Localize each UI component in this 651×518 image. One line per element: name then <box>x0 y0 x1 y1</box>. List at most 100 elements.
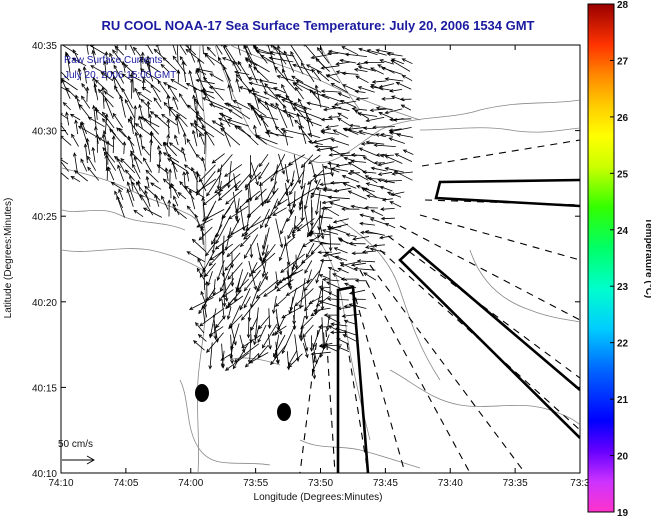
current-arrow <box>330 180 350 185</box>
current-arrow <box>217 180 241 201</box>
current-vectors <box>61 45 414 380</box>
current-arrow <box>298 190 304 207</box>
current-arrow <box>161 195 169 210</box>
y-tick-label: 40:25 <box>32 212 57 223</box>
current-arrow <box>364 205 378 210</box>
current-arrow <box>186 138 197 155</box>
current-arrow <box>303 335 309 352</box>
current-arrow <box>134 131 142 156</box>
current-arrow <box>237 45 241 56</box>
current-arrow <box>251 252 276 274</box>
current-arrow <box>303 179 312 210</box>
current-arrow <box>161 113 178 126</box>
current-arrow <box>358 130 376 136</box>
current-arrow <box>320 117 333 122</box>
current-arrow <box>220 127 241 146</box>
current-arrow <box>223 45 242 72</box>
current-arrow <box>325 281 341 289</box>
current-arrow <box>355 97 369 101</box>
y-tick-label: 40:30 <box>32 127 57 138</box>
current-arrow <box>384 77 404 82</box>
current-arrow <box>289 169 305 196</box>
current-arrow <box>283 104 289 118</box>
current-arrow <box>320 89 342 94</box>
current-arrow <box>221 244 226 278</box>
current-arrow <box>144 185 161 201</box>
current-arrow <box>140 51 145 64</box>
current-arrow <box>73 170 88 182</box>
current-arrow <box>104 97 114 119</box>
current-arrow <box>244 171 262 188</box>
current-arrow <box>277 179 295 206</box>
current-arrow <box>214 235 233 250</box>
current-arrow <box>158 150 163 174</box>
current-arrow <box>124 98 135 119</box>
current-arrow <box>195 78 215 85</box>
x-tick-label: 74:00 <box>178 478 203 489</box>
current-arrow <box>373 161 385 165</box>
current-arrow <box>235 278 249 293</box>
current-arrow <box>220 353 232 361</box>
current-arrow <box>310 351 331 356</box>
current-arrow <box>103 90 114 99</box>
current-arrow <box>258 315 271 330</box>
current-arrow <box>129 115 134 135</box>
current-arrow <box>311 68 322 82</box>
current-arrow <box>94 79 108 92</box>
current-arrow <box>270 45 285 55</box>
current-arrow <box>375 153 388 157</box>
current-arrow <box>129 150 143 164</box>
current-arrow <box>243 227 259 240</box>
current-arrow <box>186 251 206 263</box>
current-arrow <box>331 105 350 112</box>
current-arrow <box>364 175 378 184</box>
current-arrow <box>344 52 368 57</box>
current-arrow <box>226 118 250 127</box>
current-arrow <box>177 192 187 200</box>
current-arrow <box>302 324 314 338</box>
current-arrow <box>276 279 294 292</box>
current-arrow <box>339 58 357 64</box>
current-arrow <box>316 46 330 64</box>
current-arrow <box>154 114 171 129</box>
current-arrow <box>100 71 114 82</box>
scale-bar-arrow <box>62 455 95 465</box>
current-arrow <box>253 325 260 346</box>
current-arrow <box>337 267 349 274</box>
current-arrow <box>248 352 269 364</box>
current-arrow <box>354 278 367 283</box>
current-arrow <box>162 152 180 163</box>
current-arrow <box>290 45 303 63</box>
current-arrow <box>291 75 304 83</box>
current-arrow <box>140 98 151 110</box>
current-arrow <box>168 142 186 156</box>
current-arrow <box>332 129 349 138</box>
current-arrow <box>170 182 180 199</box>
current-arrow <box>74 119 79 135</box>
current-arrow <box>61 86 71 93</box>
current-arrow <box>172 203 180 216</box>
current-arrow <box>183 164 197 174</box>
current-arrow <box>234 125 252 138</box>
current-arrow <box>142 117 160 135</box>
current-arrow <box>195 321 205 334</box>
current-arrow <box>307 140 323 145</box>
current-arrow <box>221 45 233 63</box>
current-arrow <box>322 344 339 353</box>
current-arrow <box>388 137 405 144</box>
current-arrow <box>118 127 135 147</box>
current-arrow <box>226 244 241 258</box>
current-arrow <box>167 158 188 172</box>
x-tick-label: 73:45 <box>373 478 398 489</box>
current-arrow <box>250 281 261 308</box>
current-arrow <box>218 278 235 302</box>
current-arrow <box>386 191 402 198</box>
current-arrow <box>312 172 333 178</box>
current-arrow <box>256 135 278 145</box>
map-frame <box>60 44 581 474</box>
current-arrow <box>201 304 206 324</box>
current-arrow <box>286 270 293 291</box>
current-arrow <box>261 323 278 349</box>
current-arrow <box>351 107 368 111</box>
current-arrow <box>300 154 314 169</box>
